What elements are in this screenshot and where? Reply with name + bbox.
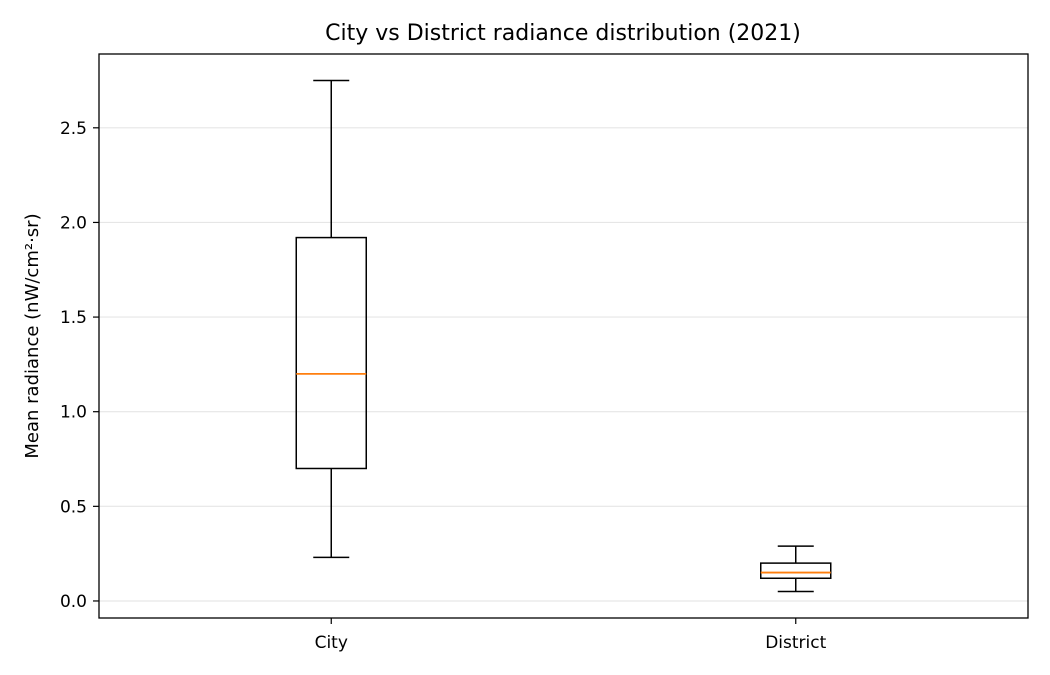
y-tick-label: 1.0 <box>60 403 87 423</box>
x-tick-label: City <box>315 633 348 653</box>
interquartile-box <box>760 562 832 580</box>
chart-title: City vs District radiance distribution (… <box>325 21 801 46</box>
y-axis: 0.0 0.5 1.0 1.5 2.0 2.5 <box>60 119 99 612</box>
y-tick-label: 2.5 <box>60 119 87 139</box>
grid-lines <box>99 127 1028 602</box>
x-tick-label: District <box>765 633 826 653</box>
box-district <box>760 545 832 593</box>
y-tick-label: 0.0 <box>60 592 87 612</box>
y-tick-label: 2.0 <box>60 213 87 233</box>
y-tick-label: 1.5 <box>60 308 87 328</box>
y-axis-label: Mean radiance (nW/cm²·sr) <box>22 213 43 458</box>
y-tick-label: 0.5 <box>60 497 87 517</box>
box-city <box>295 79 367 559</box>
plot-area-frame <box>98 53 1029 619</box>
interquartile-box <box>295 236 367 470</box>
x-axis: City District <box>315 618 827 653</box>
boxplot-series <box>295 79 832 593</box>
